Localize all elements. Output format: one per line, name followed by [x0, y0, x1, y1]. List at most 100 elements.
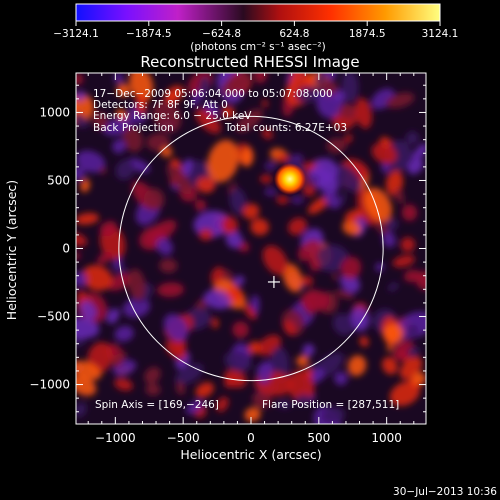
sidelobe-blob — [332, 313, 354, 336]
flare-source — [273, 162, 306, 195]
x-tick-label: 0 — [247, 431, 255, 445]
sidelobe-blob — [338, 103, 358, 119]
y-tick-label: 0 — [62, 242, 70, 256]
sidelobe-blob — [243, 304, 257, 320]
sidelobe-blob — [92, 111, 109, 130]
flare-ring-blob — [303, 162, 316, 171]
sidelobe-blob — [294, 394, 312, 406]
sidelobe-blob — [347, 355, 367, 377]
sidelobe-blob — [248, 341, 262, 355]
sidelobe-blob — [382, 231, 396, 248]
colorbar-tick-label: 1874.5 — [349, 28, 386, 40]
sidelobe-blob — [300, 290, 330, 312]
flare-ring-blob — [276, 195, 289, 204]
x-tick-labels: −1000 −500 0 500 1000 — [95, 431, 402, 445]
sidelobe-blob — [229, 187, 247, 215]
sidelobe-blob — [223, 369, 247, 388]
sidelobe-blob — [333, 164, 362, 192]
sidelobe-blob — [386, 343, 393, 352]
sidelobe-blob — [302, 344, 315, 357]
colorbar: −3124.1 −1874.5 −624.8 624.8 1874.5 3124.1 (p… — [53, 3, 459, 53]
sidelobe-blob — [227, 182, 237, 194]
sidelobe-blob — [359, 336, 369, 347]
y-tick-label: −500 — [37, 310, 70, 324]
annotation-energy-range: Energy Range: 6.0 − 25.0 keV — [93, 110, 252, 122]
sidelobe-blob — [224, 351, 252, 372]
sidelobe-blob — [344, 134, 353, 144]
sidelobe-blob — [406, 131, 419, 145]
sidelobe-blob — [144, 188, 165, 211]
sidelobe-blob — [253, 73, 268, 84]
sidelobe-blob — [76, 166, 85, 180]
sidelobe-blob — [221, 105, 235, 119]
flare-ring-blob — [291, 195, 304, 204]
sidelobe-blob — [261, 128, 273, 140]
sidelobe-blob — [129, 73, 154, 102]
sidelobe-blob — [355, 97, 373, 129]
colorbar-units-label: (photons cm⁻² s⁻¹ asec⁻²) — [190, 41, 325, 53]
sidelobe-blob — [297, 239, 321, 262]
sidelobe-blob — [195, 382, 214, 398]
flare-ring-blob — [264, 187, 277, 196]
sidelobe-blob — [122, 125, 144, 153]
sidelobe-blob — [334, 289, 355, 300]
colorbar-bar — [75, 3, 441, 22]
sidelobe-blob — [207, 139, 240, 183]
flare-ring-blob — [264, 162, 277, 171]
sidelobe-blob — [135, 92, 148, 113]
sidelobe-blob — [250, 218, 270, 236]
sidelobe-blob — [257, 360, 273, 384]
sidelobe-blob — [156, 237, 173, 256]
sidelobe-blob — [76, 150, 106, 173]
sidelobe-blob — [163, 313, 189, 342]
sidelobe-blob — [295, 85, 320, 104]
sidelobe-blob — [287, 369, 315, 404]
sidelobe-blob — [332, 272, 339, 281]
y-axis-label: Heliocentric Y (arcsec) — [4, 180, 19, 320]
sidelobe-blob — [195, 108, 221, 134]
annotation-total-counts: Total counts: 6.27E+03 — [224, 122, 347, 134]
sidelobe-blob — [116, 83, 131, 97]
sidelobe-blob — [144, 366, 161, 384]
sidelobe-blob — [234, 275, 245, 286]
sidelobe-blob — [261, 99, 269, 108]
chart-title: Reconstructed RHESSI Image — [140, 53, 359, 71]
sidelobe-blob — [127, 268, 146, 300]
sidelobe-blob — [334, 371, 348, 386]
sidelobe-blob — [79, 300, 97, 320]
sidelobe-blob — [401, 204, 418, 221]
annotation-time-range: 17−Dec−2009 05:06:04.000 to 05:07:08.000 — [93, 88, 333, 100]
sidelobe-blob — [283, 320, 297, 336]
sidelobe-blob — [80, 178, 91, 193]
sidelobe-blob — [203, 289, 232, 310]
sidelobe-blob — [339, 192, 346, 206]
sidelobe-blob — [296, 355, 309, 367]
sidelobe-blob — [76, 360, 102, 381]
sidelobe-blob — [349, 306, 370, 332]
sidelobe-blob — [108, 308, 120, 324]
sidelobe-blob — [289, 73, 304, 88]
sidelobe-blob — [341, 73, 359, 103]
sidelobe-blob — [316, 87, 344, 119]
sidelobe-blob — [389, 381, 420, 406]
axis-ticks — [76, 73, 426, 424]
sidelobe-blob — [232, 321, 249, 339]
x-tick-label: 1000 — [371, 431, 402, 445]
sidelobe-blob — [240, 147, 254, 167]
sidelobe-blob — [159, 258, 178, 273]
x-axis-label: Heliocentric X (arcsec) — [180, 447, 321, 462]
sidelobe-blob — [99, 220, 117, 237]
colorbar-tick-label: 3124.1 — [422, 28, 459, 40]
flare-ring-blob — [259, 174, 272, 183]
sidelobe-blob — [175, 381, 185, 395]
y-tick-label: −1000 — [29, 378, 70, 392]
x-tick-label: −500 — [167, 431, 200, 445]
sidelobe-blob — [342, 220, 362, 236]
sidelobe-blob — [112, 351, 127, 368]
sidelobe-blob — [76, 402, 87, 418]
sidelobe-blob — [382, 356, 398, 375]
sidelobe-blob — [107, 273, 132, 291]
sidelobe-blob — [226, 286, 243, 302]
sidelobe-blob — [76, 232, 88, 247]
